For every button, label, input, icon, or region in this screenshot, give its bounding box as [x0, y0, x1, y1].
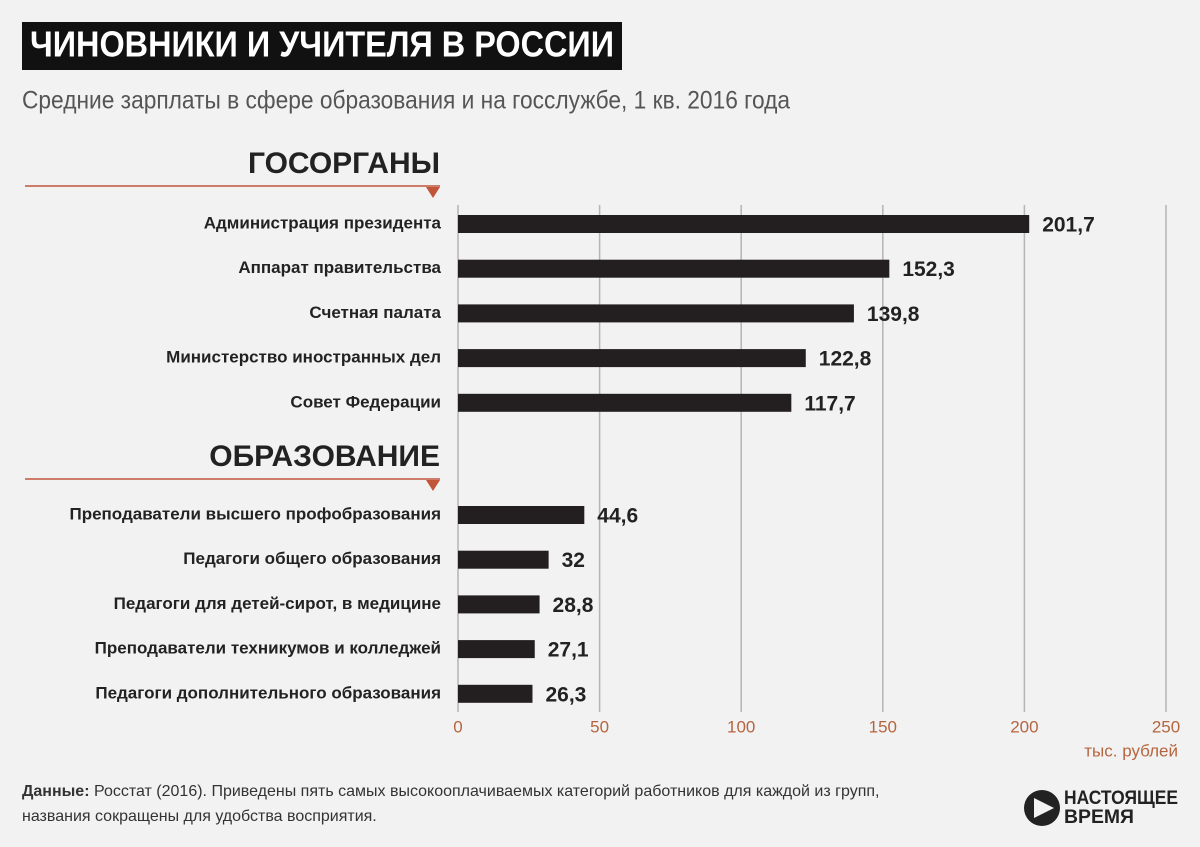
bar	[458, 304, 854, 323]
category-label: Педагоги дополнительного образования	[95, 683, 441, 702]
category-label: Счетная палата	[309, 303, 441, 322]
bar	[458, 215, 1030, 233]
category-label: Администрация президента	[204, 213, 442, 232]
source: Данные: Росстат (2016). Приведены пять с…	[22, 783, 879, 800]
section-title: ГОСОРГАНЫ	[248, 147, 440, 180]
source-line: названия сокращены для удобства восприят…	[22, 808, 377, 825]
x-axis-label: тыс. рублей	[1084, 741, 1178, 760]
value-label: 152,3	[902, 258, 955, 281]
title-box	[22, 22, 622, 70]
category-label: Преподаватели техникумов и колледжей	[95, 639, 441, 658]
bar	[458, 550, 549, 569]
value-label: 26,3	[545, 683, 586, 706]
value-label: 139,8	[867, 303, 920, 326]
x-tick-label: 50	[590, 717, 609, 736]
value-label: 28,8	[553, 594, 594, 617]
bar	[458, 259, 890, 278]
chart-subtitle: Средние зарплаты в сфере образования и н…	[22, 87, 790, 115]
value-label: 122,8	[819, 348, 872, 371]
source-line: Росстат (2016). Приведены пять самых выс…	[94, 783, 880, 800]
category-label: Аппарат правительства	[238, 258, 441, 277]
bar	[458, 684, 533, 703]
category-label: Министерство иностранных дел	[166, 348, 441, 367]
bar	[458, 506, 585, 524]
value-label: 117,7	[804, 392, 855, 415]
x-tick-label: 100	[727, 717, 755, 736]
source-label: Данные:	[22, 783, 90, 800]
x-tick-label: 0	[453, 717, 462, 736]
logo-arrow	[1034, 798, 1054, 818]
category-label: Педагоги общего образования	[183, 549, 441, 568]
value-label: 32	[562, 549, 585, 572]
value-label: 27,1	[548, 639, 589, 662]
logo-text: ВРЕМЯ	[1064, 807, 1134, 828]
section-title: ОБРАЗОВАНИЕ	[209, 440, 440, 473]
x-tick-label: 150	[869, 717, 897, 736]
category-label: Педагоги для детей-сирот, в медицине	[114, 594, 441, 613]
bar	[458, 349, 806, 368]
value-label: 201,7	[1042, 214, 1095, 237]
chart-title: ЧИНОВНИКИ И УЧИТЕЛЯ В РОССИИ	[30, 24, 614, 65]
x-tick-label: 200	[1010, 717, 1038, 736]
bar	[458, 640, 535, 659]
bar	[458, 393, 792, 412]
value-label: 44,6	[597, 505, 638, 528]
logo-text: НАСТОЯЩЕЕ	[1064, 788, 1178, 809]
section-marker	[426, 480, 440, 491]
section-marker	[426, 187, 440, 198]
logo: НАСТОЯЩЕЕ ВРЕМЯ	[1024, 788, 1178, 828]
bar	[458, 595, 540, 614]
category-label: Совет Федерации	[290, 392, 441, 411]
category-label: Преподаватели высшего профобразования	[69, 504, 441, 523]
x-tick-label: 250	[1152, 717, 1180, 736]
